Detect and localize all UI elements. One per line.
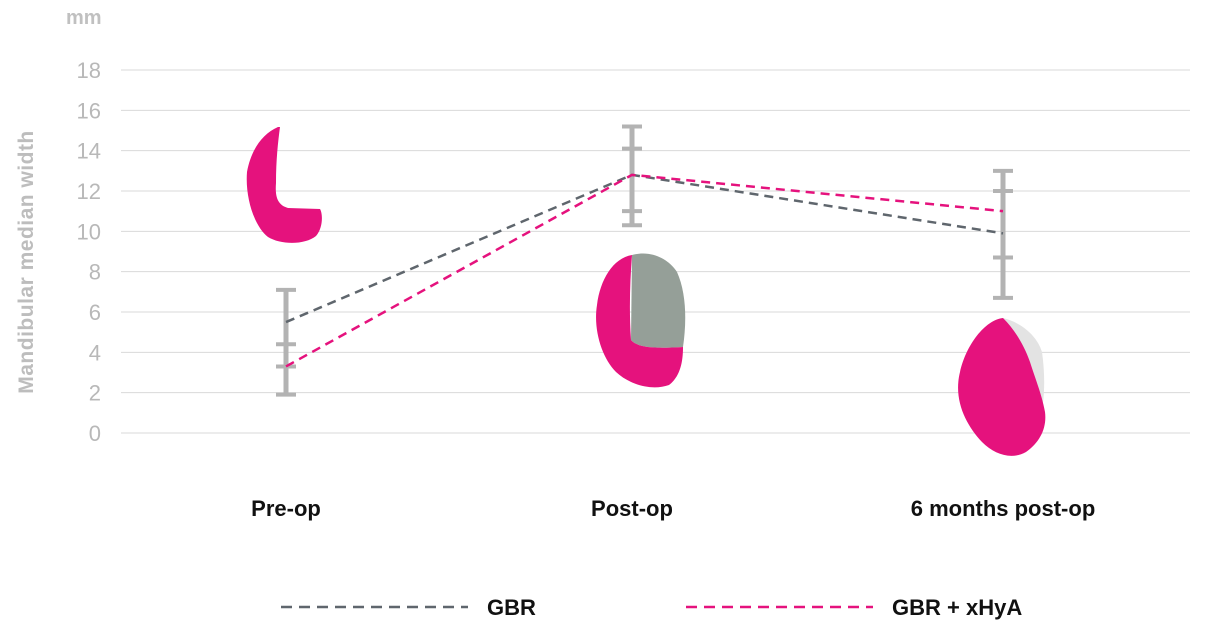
legend: GBR GBR + xHyA [281,595,1022,620]
y-axis-title: Mandibular median width [15,130,38,394]
post-op-bone-shape [596,253,686,388]
series-line-gbr-xhya [285,173,1004,368]
x-tick-label: Post-op [591,496,673,521]
y-tick-label: 16 [77,98,101,123]
y-tick-label: 8 [89,260,101,285]
x-tick-label: Pre-op [251,496,321,521]
y-tick-label: 0 [89,421,101,446]
x-tick-labels: Pre-op Post-op 6 months post-op [251,496,1095,521]
y-tick-labels: 0 2 4 6 8 10 12 14 16 18 [77,58,101,446]
x-tick-label: 6 months post-op [911,496,1096,521]
y-tick-label: 18 [77,58,101,83]
series-lines [285,173,1004,368]
y-tick-label: 4 [89,340,101,365]
y-tick-label: 14 [77,139,101,164]
y-tick-label: 2 [89,381,101,406]
y-tick-label: 10 [77,219,101,244]
legend-label-gbr: GBR [487,595,536,620]
legend-label-gbr-xhya: GBR + xHyA [892,595,1022,620]
pre-op-bone-shape [246,127,322,243]
y-tick-label: 6 [89,300,101,325]
y-tick-label: 12 [77,179,101,204]
six-months-bone-shape [958,318,1046,456]
unit-label: mm [66,7,102,29]
